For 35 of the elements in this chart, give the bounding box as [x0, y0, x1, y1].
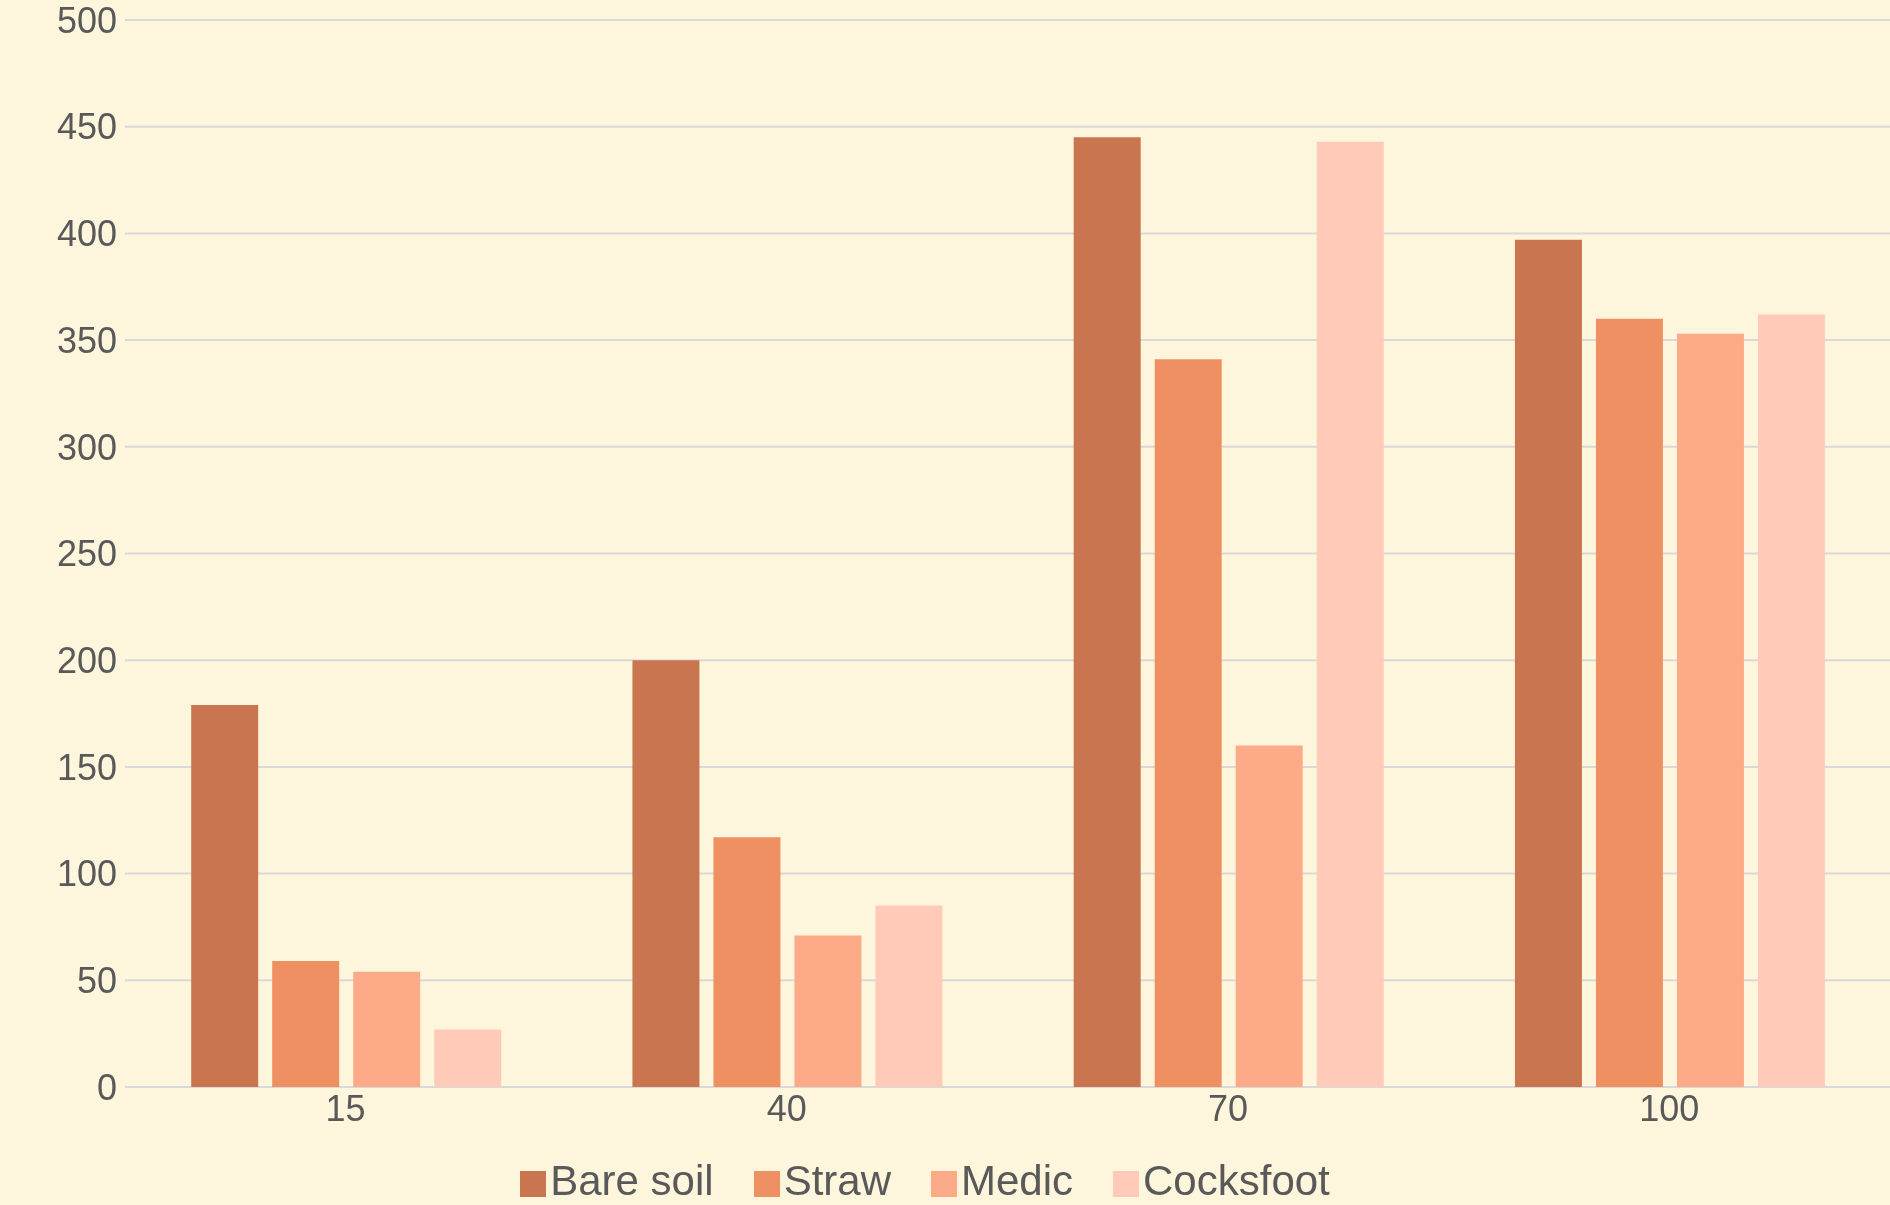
x-tick-label: 15 — [325, 1087, 366, 1129]
y-tick-label: 0 — [96, 1066, 117, 1108]
bar — [1235, 745, 1303, 1087]
legend-label: Straw — [783, 1157, 891, 1204]
legend-label: Bare soil — [550, 1157, 714, 1204]
bar — [875, 905, 943, 1087]
y-tick-label: 300 — [56, 426, 117, 468]
bar — [353, 971, 421, 1087]
y-tick-label: 400 — [56, 213, 117, 255]
legend-label: Cocksfoot — [1143, 1157, 1330, 1204]
bar — [1316, 141, 1384, 1087]
bar — [632, 660, 700, 1087]
x-tick-label: 40 — [766, 1087, 807, 1129]
bar — [191, 705, 259, 1087]
bar — [1595, 318, 1663, 1087]
y-tick-label: 200 — [56, 639, 117, 681]
bar — [1757, 314, 1825, 1087]
bar — [1073, 137, 1141, 1087]
x-tick-label: 70 — [1208, 1087, 1249, 1129]
x-tick-label: 100 — [1639, 1087, 1700, 1129]
bar — [1154, 359, 1222, 1087]
y-tick-label: 50 — [76, 960, 117, 1002]
bar — [434, 1029, 502, 1087]
y-tick-label: 450 — [56, 106, 117, 148]
y-tick-label: 250 — [56, 533, 117, 575]
bar — [1514, 239, 1582, 1087]
bar — [272, 961, 340, 1087]
y-tick-label: 100 — [56, 853, 117, 895]
y-tick-label: 500 — [56, 0, 117, 41]
bar — [794, 935, 862, 1087]
legend-label: Medic — [960, 1157, 1074, 1204]
bar — [1676, 333, 1744, 1087]
y-tick-label: 150 — [56, 746, 117, 788]
bar — [713, 837, 781, 1087]
y-tick-label: 350 — [56, 319, 117, 361]
